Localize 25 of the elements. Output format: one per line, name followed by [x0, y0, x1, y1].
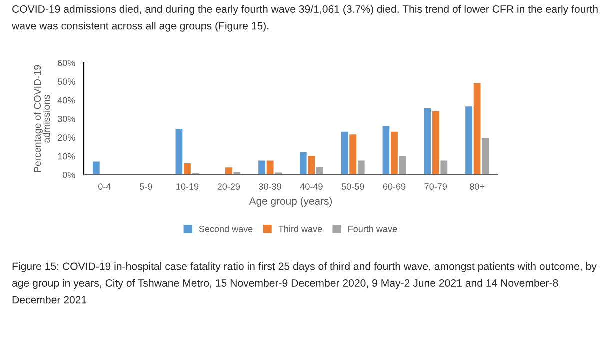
x-tick-label: 60-69 — [383, 184, 406, 190]
y-tick-label: 50% — [58, 78, 76, 86]
text: COVID-19 admissions died, and during the early fourth wave 39/1,061 (3.7%) died. This trend of lower CFR in the early fourth wave was consistent across all age groups (Figure 15). — [12, 5, 598, 32]
legend-label: Fourth wave — [348, 226, 398, 232]
legend-label: Second wave — [199, 226, 253, 232]
legend-label: Third wave — [278, 226, 322, 232]
y-tick-label: 30% — [58, 116, 76, 122]
x-tick-label: 40-49 — [300, 184, 323, 190]
x-tick-label: 0-4 — [98, 184, 111, 190]
x-axis-title: Age group (years) — [249, 197, 332, 208]
bar — [92, 160, 102, 175]
x-tick-label: 80+ — [470, 184, 485, 190]
y-tick-label: 20% — [58, 134, 76, 142]
x-tick-label: 70-79 — [424, 184, 448, 190]
x-tick-label: 50-59 — [342, 184, 364, 190]
x-tick-label: 30-39 — [259, 184, 282, 190]
x-tick-label: 5-9 — [140, 184, 152, 190]
x-tick-label: 20-29 — [218, 184, 240, 190]
x-tick-label: 10-19 — [176, 184, 199, 190]
y-tick-label: 10% — [58, 153, 76, 160]
y-tick-label: 0% — [62, 172, 76, 178]
y-tick-label: 60% — [58, 60, 76, 66]
caption: Figure 15: COVID-19 in-hospital case fatality ratio in first 25 days of third and fourth wave, amongst patients with outcome, by age group in years, City of Tshwane Metro, 15 November-9 December 2020, 9 May-2 June 2021 and 14 November-8 December 2021 — [12, 262, 597, 304]
y-tick-label: 40% — [58, 97, 76, 104]
y-axis-title: Percentage of COVID-19 admissions — [34, 65, 50, 172]
